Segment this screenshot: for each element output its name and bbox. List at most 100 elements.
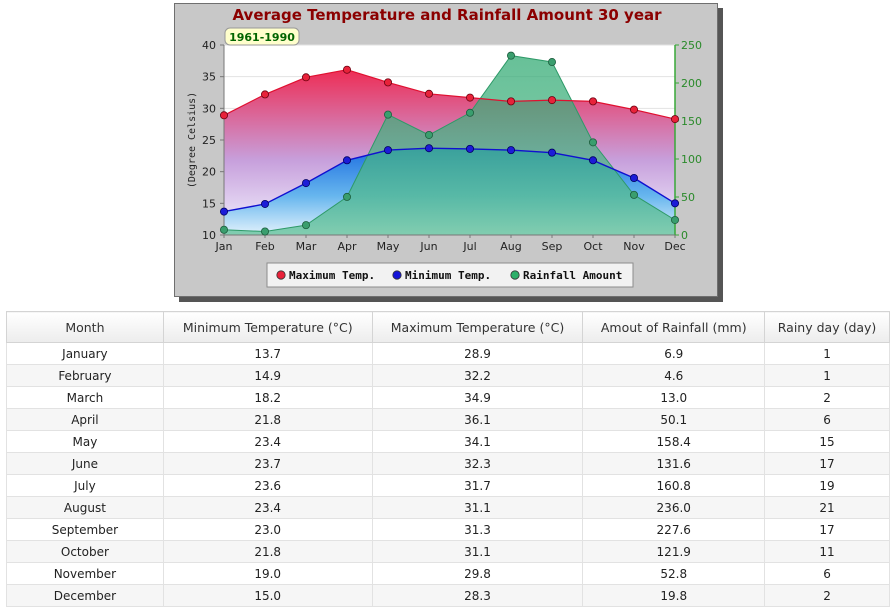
- table-body: January 13.7 28.9 6.9 1 February 14.9 32.2 4.6 1 M…: [6, 342, 890, 607]
- max-temp-point: [629, 105, 638, 114]
- table-cell: 28.9: [371, 342, 584, 365]
- legend-marker: [510, 270, 520, 280]
- table-cell: 13.7: [162, 342, 373, 365]
- right-axis-ticks: 0 50 100 150 200 250: [675, 39, 702, 242]
- x-tick-label: Mar: [296, 240, 317, 253]
- table-cell: 6: [764, 408, 890, 431]
- table-cell: April: [6, 408, 164, 431]
- min-temp-point: [261, 199, 270, 208]
- max-temp-point: [383, 78, 392, 87]
- rainfall-point: [506, 51, 515, 60]
- table-row: May 23.4 34.1 158.4 15: [6, 430, 890, 453]
- rainfall-point: [220, 225, 229, 234]
- table-cell: 52.8: [582, 562, 766, 585]
- table-cell: 31.3: [371, 518, 584, 541]
- x-tick-label: Jan: [215, 240, 233, 253]
- left-tick-label: 25: [202, 134, 216, 147]
- legend-label: Maximum Temp.: [289, 269, 375, 282]
- table-cell: 19.0: [162, 562, 373, 585]
- min-temp-point: [670, 199, 679, 208]
- table-row: July 23.6 31.7 160.8 19: [6, 474, 890, 497]
- max-temp-point: [424, 89, 433, 98]
- table-cell: 160.8: [582, 474, 766, 497]
- table-cell: 23.7: [162, 452, 373, 475]
- table-cell: May: [6, 430, 164, 453]
- left-axis-ticks: 10 15 20 25 30 35 40: [202, 39, 224, 242]
- table-cell: 13.0: [582, 386, 766, 409]
- x-tick-label: Jun: [419, 240, 437, 253]
- right-tick-label: 150: [681, 115, 702, 128]
- legend-marker: [276, 270, 286, 280]
- max-temp-point: [342, 65, 351, 74]
- table-cell: 36.1: [371, 408, 584, 431]
- table-cell: January: [6, 342, 164, 365]
- x-tick-label: Dec: [664, 240, 685, 253]
- table-cell: 121.9: [582, 540, 766, 563]
- chart-panel: 10 15 20 25 30 35 40 0 50 100 150 200 250 Jan Feb Mar…: [174, 3, 718, 297]
- table-cell: 29.8: [371, 562, 584, 585]
- rainfall-point: [342, 192, 351, 201]
- max-temp-point: [588, 97, 597, 106]
- table-cell: 4.6: [582, 364, 766, 387]
- rainfall-point: [383, 110, 392, 119]
- legend: Maximum Temp. Minimum Temp. Rainfall Amoun…: [276, 269, 622, 282]
- min-temp-point: [302, 179, 311, 188]
- table-cell: 11: [764, 540, 890, 563]
- table-cell: 23.0: [162, 518, 373, 541]
- min-temp-point: [424, 144, 433, 153]
- legend-box: [266, 262, 634, 288]
- table-cell: 50.1: [582, 408, 766, 431]
- table-cell: 227.6: [582, 518, 766, 541]
- right-tick-label: 250: [681, 39, 702, 52]
- climate-chart: 10 15 20 25 30 35 40 0 50 100 150 200 250 Jan Feb Mar…: [187, 6, 702, 288]
- min-temp-line: [223, 147, 676, 213]
- rainfall-point: [261, 227, 270, 236]
- right-tick-label: 0: [681, 229, 688, 242]
- table-cell: June: [6, 452, 164, 475]
- legend-label: Minimum Temp.: [405, 269, 491, 282]
- y-axis-label: (Degree Celsius): [187, 92, 198, 188]
- period-badge: 1961-1990: [229, 31, 295, 44]
- column-header: Month: [6, 311, 164, 343]
- rainfall-point: [424, 130, 433, 139]
- column-header: Minimum Temperature (°C): [162, 311, 373, 343]
- legend-marker: [392, 270, 402, 280]
- rainfall-point: [302, 221, 311, 230]
- max-temp-point: [506, 97, 515, 106]
- table-cell: 2: [764, 386, 890, 409]
- max-temp-point: [302, 73, 311, 82]
- left-tick-label: 30: [202, 102, 216, 115]
- column-header: Amout of Rainfall (mm): [582, 311, 766, 343]
- table-cell: 34.1: [371, 430, 584, 453]
- table-cell: 32.2: [371, 364, 584, 387]
- table-cell: 6: [764, 562, 890, 585]
- chart-title: Average Temperature and Rainfall Amount …: [232, 6, 662, 24]
- table-row: September 23.0 31.3 227.6 17: [6, 518, 890, 541]
- table-cell: 14.9: [162, 364, 373, 387]
- max-temp-point: [261, 90, 270, 99]
- table-cell: 28.3: [371, 584, 584, 607]
- table-cell: October: [6, 540, 164, 563]
- min-temp-point: [629, 173, 638, 182]
- max-temp-point: [465, 93, 474, 102]
- table-cell: December: [6, 584, 164, 607]
- table-row: April 21.8 36.1 50.1 6: [6, 408, 890, 431]
- x-tick-label: Feb: [255, 240, 274, 253]
- right-tick-label: 200: [681, 77, 702, 90]
- table-row: November 19.0 29.8 52.8 6: [6, 562, 890, 585]
- x-tick-label: Nov: [623, 240, 645, 253]
- table-cell: 23.4: [162, 496, 373, 519]
- min-temp-point: [506, 146, 515, 155]
- table-cell: July: [6, 474, 164, 497]
- left-tick-label: 20: [202, 166, 216, 179]
- x-tick-label: May: [377, 240, 400, 253]
- table-cell: 17: [764, 452, 890, 475]
- table-cell: 1: [764, 364, 890, 387]
- climate-data-table: Month Minimum Temperature (°C) Maximum Tem…: [6, 311, 890, 607]
- table-row: June 23.7 32.3 131.6 17: [6, 452, 890, 475]
- table-cell: February: [6, 364, 164, 387]
- x-tick-label: Oct: [583, 240, 603, 253]
- table-cell: 31.1: [371, 496, 584, 519]
- min-temp-point: [547, 148, 556, 157]
- rainfall-point: [547, 58, 556, 67]
